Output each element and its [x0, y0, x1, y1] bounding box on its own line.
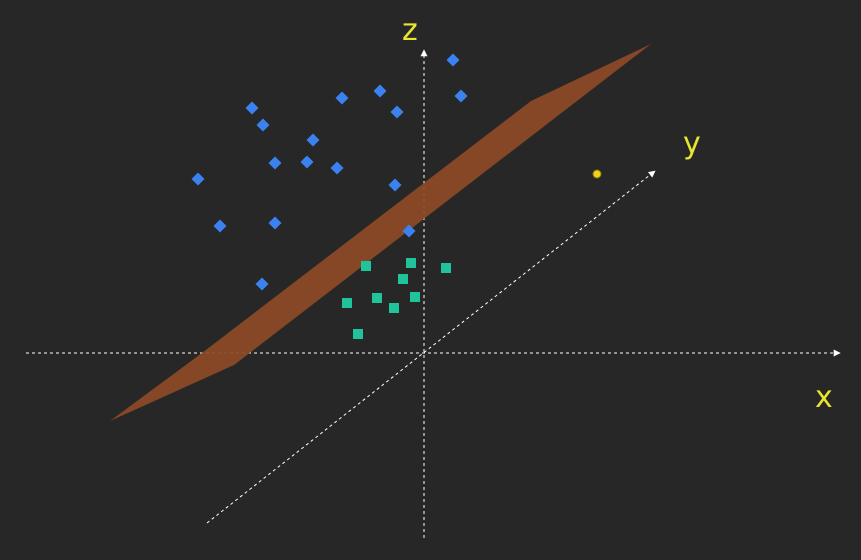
class-b-square-point: [410, 292, 420, 302]
class-a-diamond-point: [300, 155, 314, 169]
class-b-points: [342, 258, 451, 339]
class-b-square-point: [372, 293, 382, 303]
class-a-diamond-point: [330, 161, 344, 175]
class-a-diamond-point: [268, 216, 282, 230]
class-a-diamond-point: [268, 156, 282, 170]
class-a-diamond-point: [213, 219, 227, 233]
class-a-diamond-point: [335, 91, 349, 105]
z-axis-label: z: [402, 13, 418, 48]
class-a-diamond-point: [402, 224, 416, 238]
class-a-diamond-point: [390, 105, 404, 119]
class-a-points: [191, 53, 468, 291]
class-a-diamond-point: [255, 277, 269, 291]
class-a-diamond-point: [306, 133, 320, 147]
class-a-diamond-point: [245, 101, 259, 115]
class-a-diamond-point: [454, 89, 468, 103]
class-a-diamond-point: [388, 178, 402, 192]
y-axis-label: y: [683, 126, 701, 161]
class-b-square-point: [389, 303, 399, 313]
axes: [26, 49, 841, 538]
class-a-diamond-point: [446, 53, 460, 67]
query-points: [592, 169, 602, 179]
class-a-diamond-point: [256, 118, 270, 132]
class-b-square-point: [441, 263, 451, 273]
class-b-square-point: [398, 274, 408, 284]
class-b-square-point: [353, 329, 363, 339]
y-axis-line: [206, 170, 656, 524]
separating-plane: [110, 44, 651, 421]
class-b-square-point: [406, 258, 416, 268]
x-axis-label: x: [815, 380, 833, 415]
class-b-square-point: [342, 298, 352, 308]
class-b-square-point: [361, 261, 371, 271]
query-circle-point: [592, 169, 602, 179]
class-a-diamond-point: [191, 172, 205, 186]
class-a-diamond-point: [373, 84, 387, 98]
